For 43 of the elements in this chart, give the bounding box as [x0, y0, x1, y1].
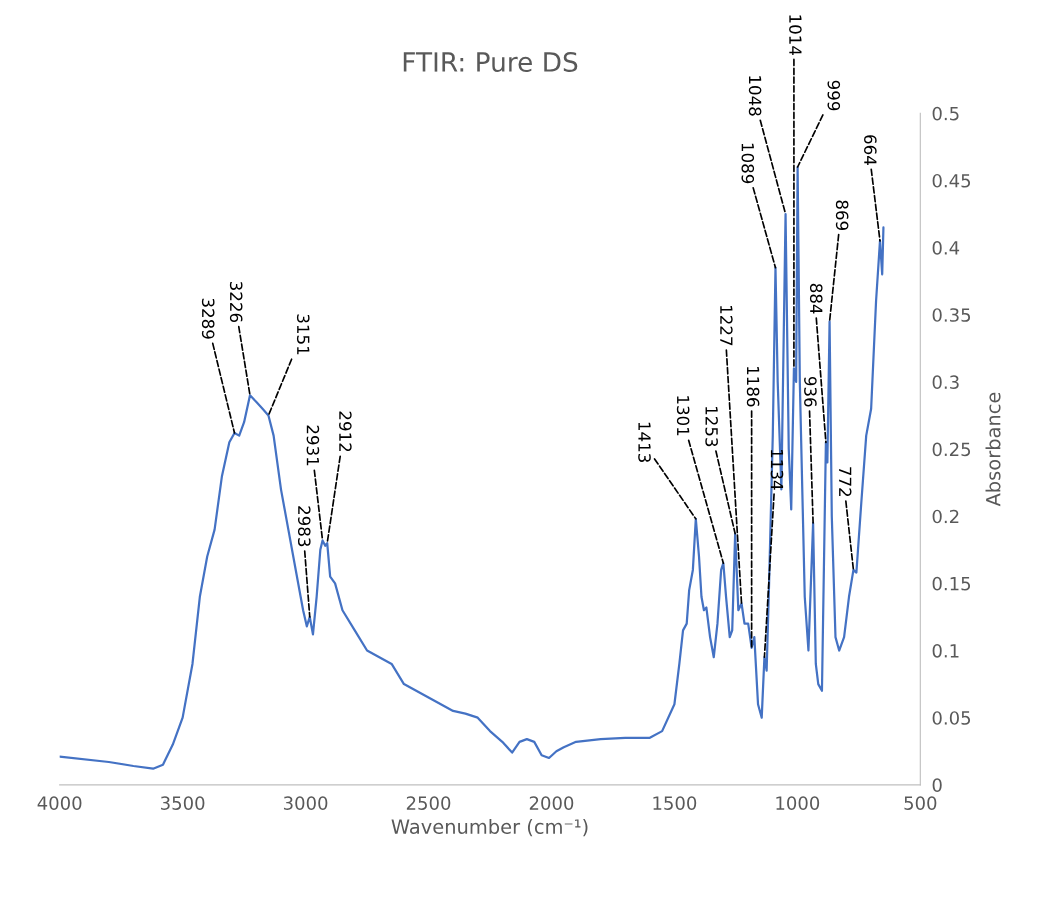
annotation: 936 — [804, 376, 817, 407]
annotation: 772 — [839, 467, 852, 497]
annotation: 1186 — [746, 366, 760, 407]
x-tick-label: 2000 — [529, 796, 574, 810]
y-tick-label: 0 — [932, 778, 942, 792]
annotation: 999 — [827, 80, 841, 111]
y-tick-label: 0.15 — [932, 576, 971, 591]
annotation: 1089 — [741, 143, 755, 184]
annotation: 869 — [835, 200, 849, 231]
y-axis-title: Absorbance — [985, 392, 1001, 507]
y-tick-label: 0.4 — [932, 241, 960, 255]
y-tick-label: 0.35 — [932, 308, 971, 322]
y-tick-label: 0.05 — [932, 711, 971, 725]
y-tick-label: 0.5 — [932, 106, 959, 121]
x-tick-label: 500 — [904, 796, 937, 810]
y-tick-label: 0.3 — [932, 375, 959, 390]
x-tick-label: 3500 — [161, 796, 205, 810]
y-tick-label: 0.1 — [932, 643, 959, 658]
annotation: 1227 — [720, 305, 733, 346]
annotation: 2931 — [306, 425, 320, 466]
annotation: 1014 — [789, 15, 802, 56]
annotation: 3289 — [201, 298, 215, 339]
x-tick-label: 1500 — [653, 796, 697, 810]
annotation: 1253 — [705, 406, 718, 447]
annotation: 884 — [809, 283, 823, 314]
annotation: 3151 — [296, 314, 310, 355]
annotation: 1048 — [748, 76, 762, 116]
y-tick-label: 0.2 — [932, 509, 959, 524]
annotation: 664 — [864, 135, 877, 165]
annotation: 2912 — [339, 411, 352, 452]
x-axis-title: Wavenumber (cm⁻¹) — [391, 818, 588, 837]
y-tick-label: 0.45 — [932, 173, 971, 188]
x-tick-label: 2500 — [406, 796, 451, 810]
y-tick-label: 0.25 — [932, 442, 971, 457]
annotation: 2983 — [297, 506, 311, 547]
x-tick-label: 4000 — [37, 796, 82, 810]
x-tick-label: 3000 — [283, 796, 328, 810]
chart-title: FTIR: Pure DS — [403, 52, 578, 72]
annotation: 3226 — [229, 281, 243, 323]
annotation: 1134 — [770, 449, 784, 490]
annotation: 1301 — [676, 396, 690, 436]
annotation: 1413 — [638, 422, 651, 462]
x-tick-label: 1000 — [776, 796, 820, 810]
